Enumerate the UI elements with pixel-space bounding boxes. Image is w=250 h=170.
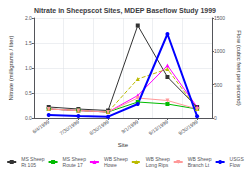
- svg-text:9/1/1999: 9/1/1999: [120, 118, 140, 134]
- svg-text:Rt 105: Rt 105: [21, 162, 36, 168]
- svg-text:WB Sheep: WB Sheep: [145, 156, 170, 162]
- svg-text:Long Rips: Long Rips: [146, 162, 169, 168]
- svg-text:0: 0: [214, 115, 217, 121]
- svg-text:MS Sheep: MS Sheep: [62, 156, 86, 162]
- svg-text:Flow (cubic feet per second): Flow (cubic feet per second): [236, 30, 242, 105]
- svg-text:1500: 1500: [214, 15, 225, 21]
- svg-text:500: 500: [214, 82, 223, 88]
- svg-text:8/30/1999: 8/30/1999: [88, 118, 110, 136]
- svg-text:0.5: 0.5: [25, 90, 32, 96]
- svg-text:USGS: USGS: [229, 156, 244, 162]
- svg-text:0.0: 0.0: [25, 115, 32, 121]
- svg-text:MS Sheep: MS Sheep: [21, 156, 45, 162]
- svg-text:Nitrate in Sheepscot Sites, MD: Nitrate in Sheepscot Sites, MDEP Baseflo…: [34, 7, 216, 15]
- svg-text:WB Sheep: WB Sheep: [187, 156, 212, 162]
- svg-text:Howe: Howe: [104, 162, 117, 168]
- svg-text:Branch Lt: Branch Lt: [188, 162, 210, 168]
- svg-text:1.0: 1.0: [25, 65, 32, 71]
- svg-text:Site: Site: [118, 142, 129, 148]
- svg-text:Nitrate (milligrams / liter): Nitrate (milligrams / liter): [8, 35, 14, 100]
- svg-text:1.5: 1.5: [25, 40, 32, 46]
- svg-text:6/4/1999: 6/4/1999: [31, 118, 51, 134]
- svg-text:Flow: Flow: [230, 162, 241, 168]
- svg-text:1000: 1000: [214, 48, 225, 54]
- svg-text:9/13/1999: 9/13/1999: [148, 118, 170, 136]
- svg-text:7/30/1999: 7/30/1999: [58, 118, 80, 136]
- svg-text:Route 17: Route 17: [63, 162, 84, 168]
- svg-text:2.0: 2.0: [25, 15, 32, 21]
- svg-text:WB Sheep: WB Sheep: [103, 156, 128, 162]
- svg-text:9/30/1999: 9/30/1999: [177, 118, 199, 136]
